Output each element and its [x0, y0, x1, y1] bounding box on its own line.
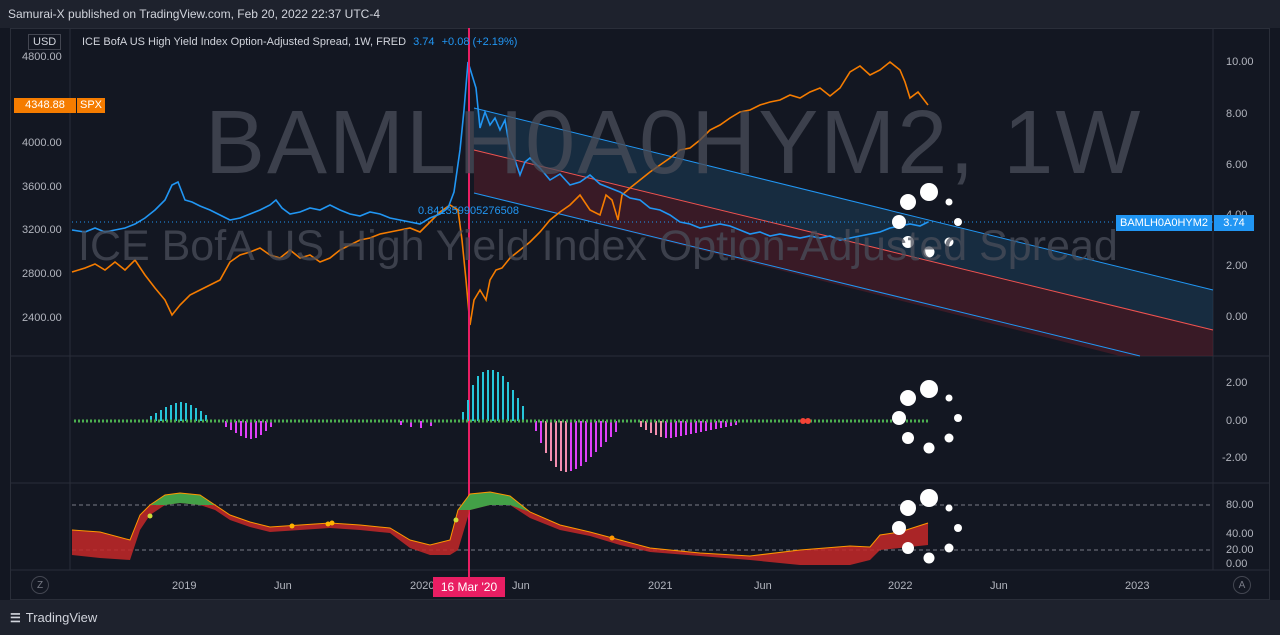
channel-lower-line — [473, 192, 1141, 357]
legend-title: ICE BofA US High Yield Index Option-Adju… — [82, 36, 407, 48]
ribbon-fill — [72, 492, 928, 565]
series-legend[interactable]: ICE BofA US High Yield Index Option-Adju… — [82, 36, 517, 48]
currency-label[interactable]: USD — [28, 34, 62, 50]
footer-bar: ☰ TradingView — [0, 600, 1280, 635]
pane2-axis-label: -2.00 — [1222, 452, 1248, 464]
left-axis-label: 3200.00 — [22, 224, 62, 236]
time-axis-label: Jun — [990, 580, 1008, 592]
time-axis-label: 2019 — [172, 580, 197, 592]
loading-spinner-1 — [892, 183, 962, 258]
signal-dot — [609, 535, 615, 541]
tradingview-logo[interactable]: ☰ TradingView — [10, 610, 97, 625]
time-axis-label: Jun — [274, 580, 292, 592]
time-axis-label: 2020 — [410, 580, 435, 592]
channel-lower-fill — [474, 150, 1213, 356]
pane3-axis-label: 20.00 — [1226, 544, 1254, 556]
time-axis-label: Jun — [754, 580, 772, 592]
left-axis-label: 4000.00 — [22, 137, 62, 149]
time-axis-label: 2021 — [648, 580, 673, 592]
right-axis-label: 8.00 — [1226, 108, 1248, 120]
loading-spinner-2 — [892, 380, 962, 454]
legend-change: +0.08 (+2.19%) — [441, 36, 518, 48]
tradingview-logo-icon: ☰ — [10, 610, 21, 625]
histogram-bars — [150, 370, 737, 472]
squeeze-dot — [805, 418, 811, 424]
time-axis-label: 2023 — [1125, 580, 1150, 592]
spread-line — [71, 61, 929, 241]
cursor-date-label: 16 Mar '20 — [433, 577, 505, 597]
symbol-watermark: BAMLH0A0HYM2, 1W — [205, 93, 1143, 193]
pane3-axis-label: 40.00 — [1226, 528, 1254, 540]
fib-level-label: 0.841359905276508 — [418, 205, 519, 217]
signal-dot — [325, 521, 331, 527]
signal-dot — [453, 517, 459, 523]
left-axis-label: 4800.00 — [22, 51, 62, 63]
pane2-axis-label: 2.00 — [1226, 377, 1248, 389]
left-axis-label: 2400.00 — [22, 312, 62, 324]
auto-scale-button[interactable]: A — [1233, 576, 1251, 594]
left-axis-label: 2800.00 — [22, 268, 62, 280]
publisher-bar: Samurai-X published on TradingView.com, … — [0, 0, 1280, 28]
name-watermark: ICE BofA US High Yield Index Option-Adju… — [78, 222, 1118, 270]
signal-dot — [147, 513, 153, 519]
signal-dot — [289, 523, 295, 529]
squeeze-dot — [800, 418, 806, 424]
ribbon-green-1 — [150, 493, 215, 505]
right-axis-label: 2.00 — [1226, 260, 1248, 272]
tradingview-brand-text: TradingView — [25, 610, 98, 625]
right-axis-label: 6.00 — [1226, 159, 1248, 171]
time-axis-label: Jun — [512, 580, 530, 592]
ribbon-line — [71, 491, 929, 557]
pane2-axis-label: 0.00 — [1226, 415, 1248, 427]
symbol-price-tag: BAMLH0A0HYM2 — [1116, 215, 1213, 231]
channel-upper-line — [473, 107, 1214, 291]
spx-price-tag: 4348.88 — [14, 98, 76, 113]
right-axis-label: 10.00 — [1226, 56, 1254, 68]
pane3-axis-label: 80.00 — [1226, 499, 1254, 511]
legend-value: 3.74 — [413, 36, 435, 48]
pane3-axis-label: 0.00 — [1226, 558, 1248, 570]
left-axis-label: 3600.00 — [22, 181, 62, 193]
spx-symbol-tag: SPX — [77, 98, 106, 113]
spx-line — [71, 60, 929, 326]
publisher-text: Samurai-X published on TradingView.com, … — [8, 7, 380, 21]
loading-spinner-3 — [892, 489, 962, 564]
zoom-button[interactable]: Z — [31, 576, 49, 594]
signal-dot — [329, 520, 335, 526]
right-axis-label: 0.00 — [1226, 311, 1248, 323]
channel-upper-fill — [474, 108, 1213, 330]
ribbon-green-2 — [458, 492, 530, 512]
time-axis-label: 2022 — [888, 580, 913, 592]
symbol-price-value: 3.74 — [1214, 215, 1254, 231]
